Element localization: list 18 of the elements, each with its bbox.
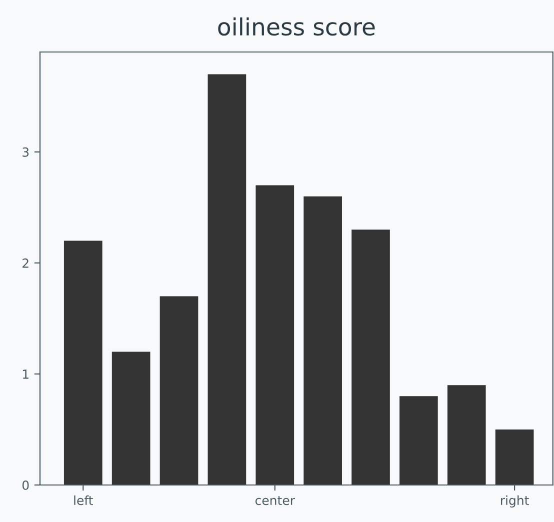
bar [495,429,534,485]
bar [352,230,390,485]
x-tick-label: right [500,495,529,508]
bar [400,396,438,485]
x-tick-label: left [74,495,93,506]
bar [160,296,198,485]
y-tick-label: 3 [22,147,29,157]
bar [208,74,246,485]
bar [447,385,486,485]
x-tick-label: center [255,496,295,506]
bar [112,352,150,485]
y-tick-label: 2 [22,258,28,268]
y-tick-label: 1 [23,370,28,379]
bar [256,185,294,485]
chart-title: oiliness score [218,17,375,36]
bar [64,240,102,485]
bar [304,196,342,485]
y-tick-label: 0 [22,480,29,490]
